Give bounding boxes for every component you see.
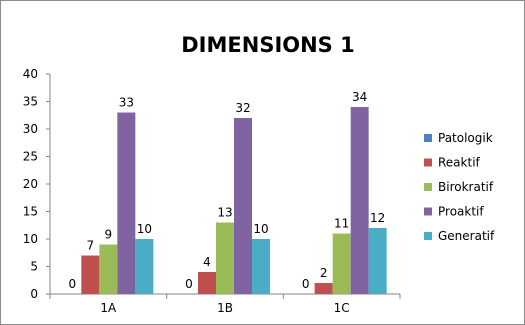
bar — [252, 239, 270, 294]
y-tick-label: 40 — [23, 67, 38, 81]
chart-title: DIMENSIONS 1 — [181, 33, 354, 57]
data-label: 9 — [105, 228, 113, 242]
bar — [350, 107, 369, 294]
legend-swatch — [424, 158, 432, 167]
data-label: 7 — [87, 239, 95, 253]
legend-label: Birokratif — [438, 180, 494, 194]
y-tick-label: 5 — [30, 260, 38, 274]
bar — [234, 118, 252, 294]
legend-label: Reaktif — [438, 156, 481, 170]
data-label: 10 — [137, 222, 152, 236]
legend-swatch — [424, 207, 432, 216]
bar — [216, 222, 234, 294]
bar — [332, 233, 351, 294]
bar — [135, 239, 154, 294]
y-tick-label: 25 — [23, 150, 38, 164]
bar — [314, 283, 333, 294]
x-tick-label: 1B — [217, 301, 233, 315]
data-label: 2 — [320, 266, 328, 280]
y-tick-label: 35 — [23, 95, 38, 109]
data-label: 0 — [302, 277, 310, 291]
legend-swatch — [424, 232, 432, 240]
bar — [368, 228, 387, 294]
data-label: 4 — [203, 255, 211, 269]
bar — [81, 255, 100, 294]
y-tick-label: 20 — [23, 177, 38, 191]
bar — [198, 272, 216, 294]
data-label: 12 — [370, 211, 385, 225]
legend-label: Patologik — [438, 131, 493, 145]
data-label: 34 — [352, 90, 367, 104]
data-label: 10 — [253, 222, 268, 236]
y-tick-label: 15 — [23, 205, 38, 219]
bars — [81, 107, 387, 294]
bar — [117, 112, 136, 294]
legend-label: Proaktif — [438, 205, 484, 219]
data-label: 0 — [185, 277, 193, 291]
legend-swatch — [424, 134, 432, 142]
data-label: 33 — [119, 96, 134, 110]
legend-label: Generatif — [438, 229, 495, 243]
data-label: 32 — [235, 101, 250, 115]
data-label: 13 — [217, 206, 232, 220]
y-tick-label: 10 — [23, 232, 38, 246]
bar — [99, 244, 118, 294]
x-tick-label: 1C — [334, 301, 350, 315]
legend-swatch — [424, 183, 432, 191]
data-label: 11 — [334, 217, 349, 231]
x-tick-label: 1A — [100, 301, 117, 315]
y-tick-label: 30 — [23, 122, 38, 136]
legend: Patologik Reaktif Birokratif Proaktif Genera… — [424, 131, 495, 243]
data-label: 0 — [69, 277, 77, 291]
y-tick-label: 0 — [30, 287, 38, 301]
